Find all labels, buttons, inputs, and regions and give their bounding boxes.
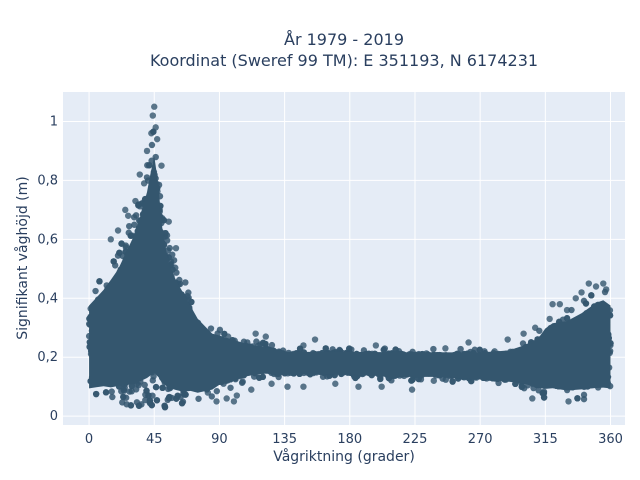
data-point <box>476 346 483 354</box>
data-point <box>118 240 125 247</box>
data-point <box>127 232 134 239</box>
data-point <box>173 395 180 402</box>
data-point <box>148 401 156 409</box>
data-point <box>208 393 216 400</box>
data-point <box>92 287 99 295</box>
data-point <box>120 393 127 401</box>
data-point <box>127 402 135 409</box>
data-point <box>153 397 161 404</box>
data-point <box>178 399 186 407</box>
data-point <box>159 384 166 392</box>
data-point <box>150 373 157 380</box>
data-point <box>102 389 110 396</box>
data-point <box>109 393 116 401</box>
data-point <box>116 249 123 256</box>
data-point <box>141 381 148 389</box>
data-point <box>207 325 215 332</box>
data-point <box>126 388 133 395</box>
data-point <box>195 395 202 402</box>
data-point <box>152 153 159 161</box>
data-point <box>457 345 464 353</box>
data-point <box>108 388 115 395</box>
data-point <box>146 162 153 169</box>
chart-title-line1: År 1979 - 2019 <box>284 30 404 49</box>
data-point <box>132 212 140 219</box>
data-point <box>430 345 437 353</box>
data-point <box>160 217 168 224</box>
data-point <box>268 341 276 349</box>
data-point <box>580 391 588 399</box>
data-point <box>213 387 221 395</box>
data-point <box>92 390 100 398</box>
data-point <box>588 292 595 299</box>
data-point <box>256 374 263 381</box>
data-point <box>96 278 103 285</box>
data-point <box>148 141 156 149</box>
data-point <box>392 346 399 353</box>
data-point <box>182 279 189 286</box>
data-point <box>568 306 575 314</box>
data-point <box>238 379 246 386</box>
data-point <box>408 377 415 384</box>
data-point <box>161 402 168 409</box>
data-point <box>131 221 138 228</box>
data-point <box>170 257 178 264</box>
data-point <box>128 382 136 390</box>
data-point <box>120 387 128 394</box>
chart-title-line2: Koordinat (Sweref 99 TM): E 351193, N 61… <box>150 51 538 70</box>
data-point <box>135 402 143 409</box>
data-point <box>188 298 195 306</box>
data-point <box>126 222 133 230</box>
data-point <box>162 229 169 237</box>
data-point <box>518 383 526 391</box>
data-point <box>227 384 234 391</box>
data-point <box>380 346 387 353</box>
data-points <box>85 103 614 411</box>
data-point <box>582 300 590 307</box>
data-point <box>152 383 160 391</box>
